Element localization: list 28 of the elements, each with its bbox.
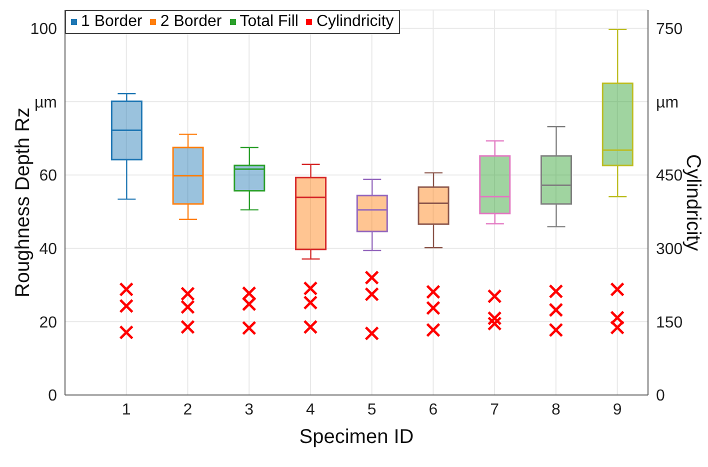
y2-tick-label: 150 (656, 314, 683, 332)
legend-label: 1 Border (81, 13, 142, 31)
y-tick-label: 40 (39, 241, 58, 258)
x-tick-label: 5 (367, 401, 376, 418)
y2-tick-label: 300 (656, 241, 683, 258)
x-tick-label: 3 (244, 401, 254, 418)
y-tick-label: 0 (48, 388, 58, 405)
x-tick-label: 7 (490, 401, 500, 418)
y-tick-label: 100 (30, 21, 58, 38)
y-tick-label: 20 (39, 314, 58, 332)
y-axis-title: Roughness Depth Rz (12, 107, 34, 298)
x-tick-label: 8 (551, 401, 560, 418)
y2-tick-label: µm (656, 94, 679, 112)
y-tick-label: µm (34, 94, 57, 112)
x-tick-label: 4 (306, 401, 316, 418)
x-axis-title: Specimen ID (299, 426, 414, 448)
y2-tick-label: 750 (656, 21, 683, 38)
x-tick-label: 1 (122, 401, 131, 418)
legend-label: Cylindricity (316, 13, 394, 31)
y2-axis-title: Cylindricity (682, 154, 704, 251)
y2-tick-label: 0 (656, 388, 665, 405)
x-tick-label: 9 (612, 401, 622, 418)
x-tick-label: 2 (183, 401, 192, 418)
y2-tick-label: 450 (656, 168, 683, 185)
legend-label: 2 Border (160, 13, 222, 31)
x-tick-label: 6 (428, 401, 438, 418)
legend-label: Total Fill (240, 13, 298, 31)
y-tick-label: 60 (39, 168, 58, 185)
